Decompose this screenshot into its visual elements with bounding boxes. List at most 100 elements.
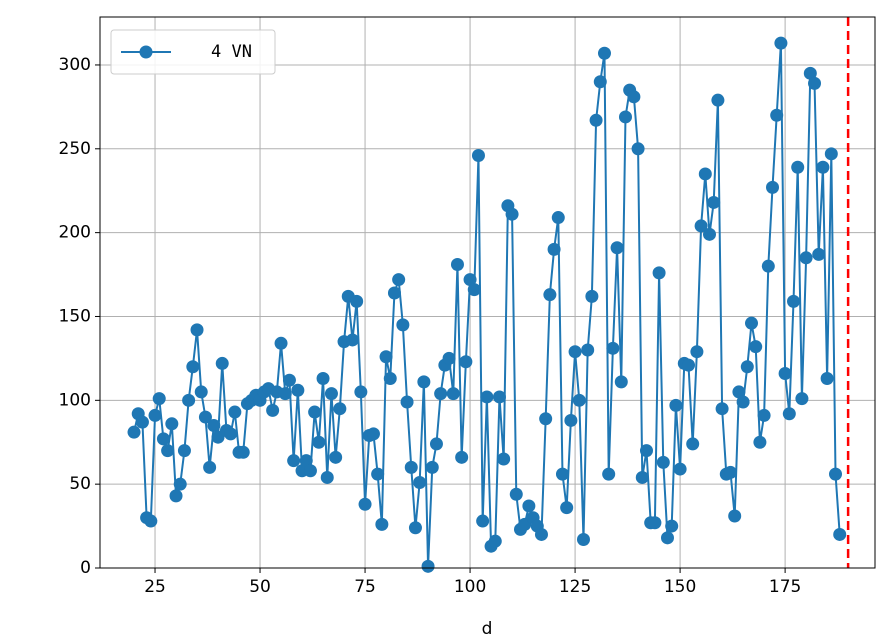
y-tick-label: 200 bbox=[59, 223, 91, 243]
data-point bbox=[694, 219, 708, 233]
data-point bbox=[618, 110, 632, 124]
data-point bbox=[614, 375, 628, 389]
data-point bbox=[833, 527, 847, 541]
x-tick-label: 25 bbox=[144, 577, 166, 597]
data-point bbox=[795, 392, 809, 406]
data-point bbox=[396, 318, 410, 332]
data-point bbox=[366, 427, 380, 441]
data-point bbox=[732, 385, 746, 399]
data-point bbox=[224, 427, 238, 441]
data-point bbox=[551, 211, 565, 225]
data-point bbox=[656, 455, 670, 469]
data-point bbox=[728, 509, 742, 523]
data-point bbox=[610, 241, 624, 255]
data-point bbox=[808, 76, 822, 90]
data-point bbox=[774, 36, 788, 50]
data-point bbox=[446, 387, 460, 401]
y-tick-label: 250 bbox=[59, 139, 91, 159]
data-point bbox=[190, 323, 204, 337]
data-point bbox=[702, 227, 716, 241]
data-point bbox=[316, 372, 330, 386]
data-point bbox=[135, 415, 149, 429]
data-point bbox=[463, 273, 477, 287]
data-point bbox=[635, 470, 649, 484]
data-point bbox=[404, 460, 418, 474]
data-point bbox=[471, 149, 485, 163]
data-point bbox=[669, 398, 683, 412]
data-point bbox=[215, 356, 229, 370]
data-point bbox=[749, 340, 763, 354]
data-point bbox=[450, 257, 464, 271]
data-point bbox=[631, 142, 645, 156]
data-point bbox=[770, 108, 784, 122]
data-point bbox=[480, 390, 494, 404]
data-point bbox=[182, 393, 196, 407]
data-point bbox=[492, 390, 506, 404]
data-point bbox=[152, 392, 166, 406]
y-tick-label: 0 bbox=[80, 558, 91, 578]
data-point bbox=[736, 395, 750, 409]
data-point bbox=[392, 273, 406, 287]
x-axis-label: d bbox=[482, 619, 493, 639]
data-point bbox=[803, 66, 817, 80]
data-point bbox=[509, 487, 523, 501]
x-tick-label: 125 bbox=[559, 577, 591, 597]
y-tick-label: 100 bbox=[59, 390, 91, 410]
data-point bbox=[606, 341, 620, 355]
data-point bbox=[690, 345, 704, 359]
data-point bbox=[169, 489, 183, 503]
data-point bbox=[379, 350, 393, 364]
data-point bbox=[354, 385, 368, 399]
data-point bbox=[194, 385, 208, 399]
x-tick-label: 75 bbox=[354, 577, 376, 597]
data-point bbox=[782, 407, 796, 421]
data-point bbox=[455, 450, 469, 464]
data-point bbox=[156, 432, 170, 446]
data-point bbox=[686, 437, 700, 451]
data-point bbox=[724, 465, 738, 479]
data-point bbox=[602, 467, 616, 481]
data-point bbox=[345, 333, 359, 347]
legend: 4 VN bbox=[110, 29, 276, 75]
data-point bbox=[375, 517, 389, 531]
legend-box bbox=[110, 29, 276, 75]
data-point bbox=[824, 147, 838, 161]
data-point bbox=[165, 417, 179, 431]
data-point bbox=[766, 180, 780, 194]
data-point bbox=[522, 499, 536, 513]
data-point bbox=[505, 207, 519, 221]
data-point bbox=[371, 467, 385, 481]
data-point bbox=[711, 93, 725, 107]
data-point bbox=[753, 435, 767, 449]
data-point bbox=[627, 90, 641, 104]
data-point bbox=[266, 403, 280, 417]
data-point bbox=[161, 444, 175, 458]
data-point bbox=[148, 408, 162, 422]
data-point bbox=[144, 514, 158, 528]
data-point bbox=[442, 351, 456, 365]
data-point bbox=[186, 360, 200, 374]
data-point bbox=[560, 501, 574, 515]
data-point bbox=[228, 405, 242, 419]
data-point bbox=[236, 445, 250, 459]
data-point bbox=[757, 408, 771, 422]
data-point bbox=[564, 413, 578, 427]
data-point bbox=[387, 286, 401, 300]
data-point bbox=[303, 464, 317, 478]
data-point bbox=[400, 395, 414, 409]
data-point bbox=[568, 345, 582, 359]
data-point bbox=[652, 266, 666, 280]
data-point bbox=[467, 283, 481, 297]
data-point bbox=[383, 372, 397, 386]
data-line bbox=[133, 43, 841, 567]
data-point bbox=[274, 336, 288, 350]
data-point bbox=[812, 247, 826, 261]
legend-marker bbox=[139, 45, 153, 59]
data-point bbox=[421, 559, 435, 573]
data-point bbox=[715, 402, 729, 416]
data-point bbox=[555, 467, 569, 481]
x-tick-label: 100 bbox=[454, 577, 486, 597]
data-point bbox=[576, 532, 590, 546]
data-point bbox=[299, 454, 313, 468]
